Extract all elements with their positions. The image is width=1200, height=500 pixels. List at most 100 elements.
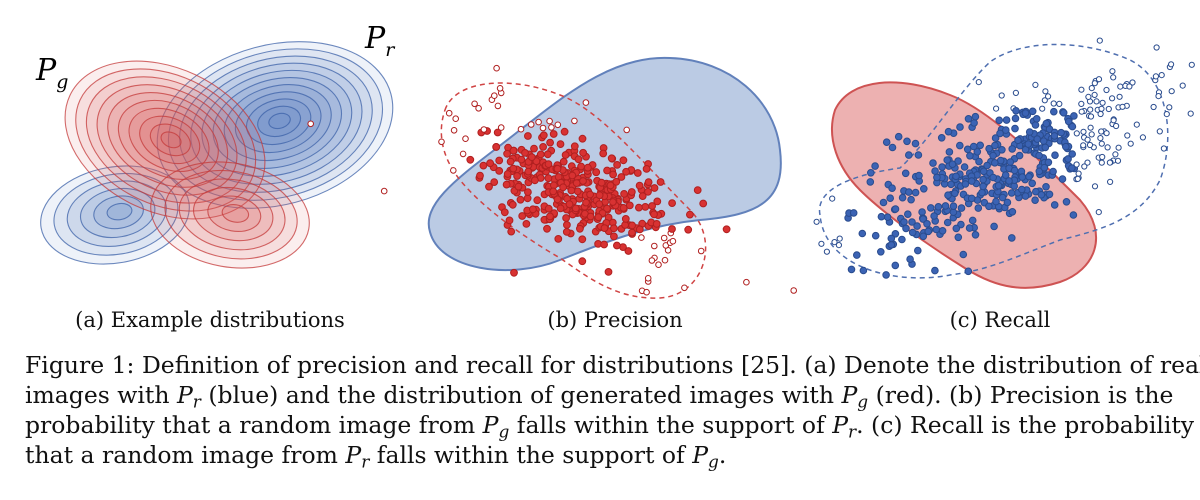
real-sample-dot (1012, 89, 1020, 97)
real-sample-dot (1045, 190, 1054, 199)
generated-sample-dot (568, 171, 577, 180)
generated-contour (75, 68, 257, 212)
real-sample-dot (978, 188, 986, 197)
generated-sample-dot (539, 131, 548, 140)
real-sample-dot (907, 195, 915, 204)
real-sample-dot (1088, 85, 1095, 92)
subcaption-b: (b) Precision (547, 308, 683, 332)
generated-sample-dot (600, 240, 608, 249)
math-p-g: Pg (841, 381, 869, 412)
generated-sample-dot (562, 228, 571, 236)
generated-sample-dot (522, 220, 531, 228)
generated-sample-dot (606, 181, 615, 190)
real-sample-dot (952, 172, 960, 181)
caption-line-2: images with Pr (blue) and the distributi… (25, 381, 1174, 412)
real-sample-dot (1032, 187, 1040, 196)
real-sample-dot (866, 178, 875, 186)
real-sample-dot (1106, 159, 1114, 166)
generated-sample-dot (479, 161, 488, 170)
generated-sample-dot (595, 191, 604, 200)
real-sample-dot (887, 241, 896, 249)
real-sample-dot (973, 148, 982, 156)
real-sample-dot (1158, 72, 1165, 79)
generated-sample-dot (466, 155, 475, 164)
real-sample-dot (882, 271, 890, 279)
real-sample-dot (1042, 183, 1050, 191)
generated-sample-dot (650, 210, 658, 219)
real-sample-dot (859, 266, 868, 275)
label-p-g: Pg (35, 53, 68, 93)
real-sample-dot (908, 218, 916, 226)
generated-sample-dot (651, 242, 658, 250)
generated-sample-dot (505, 216, 514, 225)
real-sample-dot (943, 218, 952, 227)
real-sample-dot (944, 127, 953, 136)
generated-sample-dot (578, 235, 587, 244)
generated-sample-dot (549, 187, 558, 196)
generated-sample-dot (560, 127, 569, 136)
real-sample-dot (1117, 83, 1124, 90)
real-sample-dot (1166, 104, 1173, 111)
real-sample-dot (929, 159, 937, 167)
generated-support-boundary (440, 82, 707, 299)
real-sample-dot (879, 198, 888, 207)
generated-sample-dot (594, 213, 603, 222)
real-sample-dot (996, 129, 1004, 138)
generated-sample-dot (656, 178, 665, 186)
real-sample-dot (913, 222, 921, 230)
real-sample-dot (898, 193, 907, 202)
real-sample-dot (849, 209, 858, 217)
generated-sample-dot (506, 157, 515, 166)
real-sample-dot (1010, 166, 1019, 175)
generated-sample-dot (546, 138, 554, 147)
real-sample-dot (1008, 145, 1017, 153)
generated-sample-dot (571, 117, 578, 125)
generated-sample-dot (622, 167, 630, 176)
real-sample-dot (1091, 183, 1099, 190)
real-sample-dot (960, 163, 969, 171)
real-sample-dot (1153, 44, 1160, 51)
real-sample-dot (1051, 151, 1059, 159)
real-sample-dot (831, 239, 838, 246)
real-sample-dot (1168, 88, 1175, 95)
real-sample-dot (979, 175, 987, 184)
generated-sample-dot (452, 115, 460, 122)
generated-sample-dot (492, 143, 501, 151)
real-sample-dot (1037, 191, 1046, 199)
real-sample-dot (990, 222, 998, 231)
real-sample-dot (991, 134, 1000, 142)
generated-sample-dot (628, 221, 636, 230)
generated-sample-dot (471, 100, 478, 108)
generated-sample-dot (668, 225, 676, 233)
real-sample-dot (1109, 68, 1116, 75)
generated-sample-dot (743, 278, 750, 286)
real-sample-dot (867, 169, 875, 177)
real-sample-dot (847, 265, 856, 274)
real-sample-dot (904, 210, 912, 218)
real-contour (268, 112, 291, 130)
generated-sample-dot (450, 167, 457, 174)
real-sample-dot (1114, 157, 1122, 164)
real-sample-dot (1042, 88, 1049, 95)
generated-sample-dot (531, 176, 539, 185)
real-sample-dot (911, 139, 920, 148)
generated-sample-dot (438, 138, 445, 146)
real-sample-dot (1095, 209, 1102, 216)
generated-sample-dot (617, 173, 626, 181)
real-sample-dot (985, 202, 993, 211)
real-sample-dot (938, 227, 947, 235)
generated-sample-dot (607, 154, 616, 163)
real-sample-dot (871, 231, 880, 240)
generated-sample-dot (660, 234, 668, 242)
subcaption-c: (c) Recall (949, 308, 1051, 332)
real-sample-dot (1057, 128, 1065, 137)
generated-sample-dot (486, 159, 495, 168)
real-sample-dot (1040, 163, 1049, 172)
real-sample-dot (1032, 115, 1041, 123)
real-sample-dot (882, 138, 891, 146)
real-sample-dot (932, 225, 941, 234)
real-sample-dot (1032, 81, 1039, 89)
generated-sample-dot (510, 268, 518, 277)
generated-sample-dot (644, 187, 652, 196)
real-sample-dot (971, 231, 980, 239)
